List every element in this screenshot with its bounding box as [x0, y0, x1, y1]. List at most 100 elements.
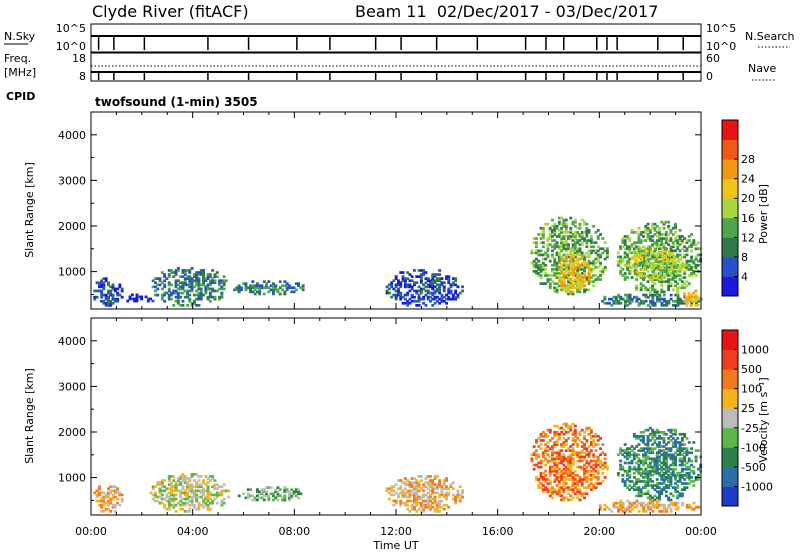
power-range-gate — [435, 279, 439, 283]
velocity-range-gate — [651, 467, 655, 471]
velocity-range-gate — [617, 510, 620, 513]
power-range-gate — [541, 253, 545, 257]
velocity-range-gate — [576, 482, 580, 485]
velocity-range-gate — [632, 432, 636, 436]
power-range-gate — [197, 283, 201, 287]
power-range-gate — [653, 249, 657, 253]
power-range-gate — [415, 275, 419, 278]
power-range-gate — [206, 275, 210, 278]
velocity-range-gate — [107, 507, 110, 511]
velocity-range-gate — [281, 498, 284, 502]
power-range-gate — [385, 289, 389, 293]
velocity-range-gate — [592, 459, 596, 463]
velocity-range-gate — [532, 467, 536, 471]
velocity-range-gate — [530, 457, 534, 461]
power-range-gate — [413, 281, 416, 285]
velocity-range-gate — [696, 474, 700, 477]
power-range-gate — [558, 261, 562, 265]
velocity-range-gate — [297, 488, 300, 491]
velocity-range-gate — [541, 478, 545, 481]
velocity-range-gate — [617, 507, 620, 511]
velocity-range-gate — [649, 499, 652, 503]
power-range-gate — [571, 222, 575, 226]
velocity-range-gate — [637, 490, 641, 494]
velocity-range-gate — [208, 493, 212, 497]
velocity-range-gate — [403, 503, 407, 507]
velocity-range-gate — [197, 507, 201, 511]
velocity-range-gate — [671, 467, 675, 471]
velocity-range-gate — [646, 451, 650, 455]
power-range-gate — [546, 249, 550, 253]
velocity-range-gate — [651, 447, 655, 450]
velocity-range-gate — [564, 467, 568, 471]
velocity-range-gate — [562, 445, 566, 448]
velocity-range-gate — [619, 501, 623, 505]
power-range-gate — [116, 293, 120, 297]
power-range-gate — [596, 257, 600, 261]
power-range-gate — [567, 259, 570, 263]
velocity-range-gate — [190, 489, 194, 493]
power-range-gate — [174, 283, 178, 287]
power-range-gate — [599, 263, 602, 267]
power-range-gate — [585, 235, 589, 238]
velocity-range-gate — [170, 489, 173, 493]
velocity-range-gate — [639, 430, 643, 434]
velocity-range-gate — [172, 505, 176, 509]
velocity-range-gate — [394, 483, 398, 486]
power-range-gate — [624, 299, 627, 303]
velocity-range-gate — [544, 480, 548, 483]
velocity-range-gate — [576, 484, 580, 487]
velocity-range-gate — [151, 485, 155, 489]
velocity-range-gate — [658, 459, 661, 463]
velocity-range-gate — [678, 453, 682, 457]
velocity-range-gate — [644, 443, 648, 446]
velocity-range-gate — [672, 501, 675, 505]
power-range-gate — [687, 239, 691, 242]
velocity-range-gate — [683, 435, 687, 438]
velocity-range-gate — [535, 439, 538, 442]
power-range-gate — [118, 293, 122, 297]
power-range-gate — [655, 235, 659, 238]
velocity-range-gate — [658, 435, 661, 438]
velocity-colorbar-tick-label: -1000 — [741, 480, 773, 493]
velocity-range-gate — [680, 459, 684, 463]
velocity-range-gate — [664, 461, 668, 465]
velocity-range-gate — [662, 445, 666, 448]
velocity-range-gate — [431, 505, 435, 509]
power-range-gate — [188, 283, 192, 287]
power-range-gate — [179, 287, 183, 291]
power-range-gate — [646, 222, 650, 226]
power-range-gate — [539, 253, 543, 257]
power-range-gate — [659, 260, 662, 263]
velocity-range-gate — [569, 478, 573, 481]
power-range-gate — [204, 285, 208, 289]
power-range-gate — [578, 280, 582, 283]
velocity-range-gate — [564, 459, 568, 463]
power-range-gate — [605, 247, 609, 251]
power-range-gate — [573, 241, 577, 244]
power-range-gate — [104, 277, 108, 280]
power-range-gate — [211, 295, 215, 299]
power-range-gate — [447, 275, 451, 278]
power-range-gate — [564, 224, 568, 228]
velocity-range-gate — [190, 495, 194, 499]
velocity-range-gate — [573, 469, 577, 473]
velocity-range-gate — [580, 445, 584, 448]
velocity-range-gate — [658, 490, 661, 494]
power-range-gate — [218, 281, 221, 285]
velocity-range-gate — [662, 441, 666, 444]
power-range-gate — [587, 275, 591, 279]
power-range-gate — [438, 301, 442, 305]
power-range-gate — [422, 297, 426, 301]
velocity-range-gate — [211, 477, 215, 480]
velocity-range-gate — [662, 507, 666, 511]
velocity-range-gate — [653, 467, 657, 471]
power-range-gate — [660, 241, 664, 244]
velocity-range-gate — [662, 503, 666, 507]
velocity-range-gate — [424, 481, 428, 484]
power-range-gate — [181, 299, 185, 303]
power-range-gate — [623, 247, 627, 251]
power-range-gate — [585, 222, 589, 226]
power-range-gate — [652, 272, 656, 276]
velocity-range-gate — [163, 489, 167, 493]
